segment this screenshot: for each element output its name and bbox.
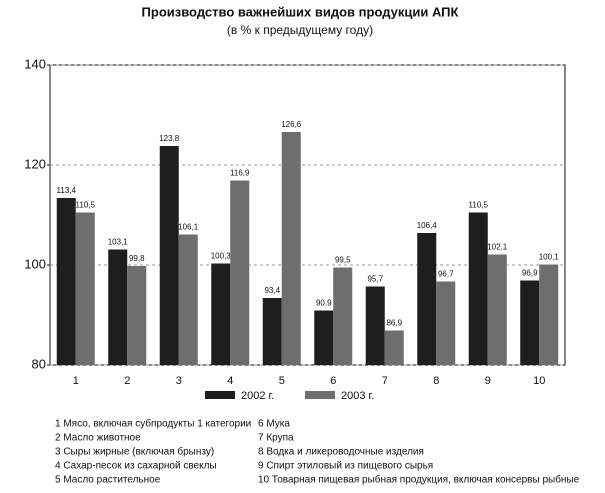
note: 10 Товарная пищевая рыбная продукция, вк… (258, 474, 580, 486)
note: 3 Сыры жирные (включая брынзу) (55, 446, 214, 458)
bar (56, 198, 76, 365)
bar (333, 267, 353, 365)
note: 7 Крупа (258, 433, 294, 444)
x-tick-label: 3 (176, 375, 182, 387)
chart-title: Производство важнейших видов продукции А… (142, 4, 459, 19)
value-label: 123,8 (159, 134, 180, 143)
bar (159, 146, 179, 365)
x-tick-label: 6 (330, 375, 336, 387)
bar (539, 264, 559, 365)
value-label: 126,6 (281, 120, 302, 129)
note: 5 Масло растительное (55, 475, 161, 486)
y-tick-label: 100 (24, 256, 46, 271)
bar (314, 310, 334, 365)
value-label: 100,1 (539, 253, 560, 262)
legend-label: 2002 г. (241, 390, 274, 402)
value-label: 86,9 (386, 319, 402, 328)
value-label: 99,8 (129, 254, 145, 263)
y-tick-label: 120 (24, 156, 46, 171)
legend-swatch (205, 391, 235, 399)
bar (365, 286, 385, 365)
bar (75, 212, 95, 365)
legend-label: 2003 г. (341, 390, 374, 402)
value-label: 96,9 (522, 269, 538, 278)
bar (262, 298, 282, 365)
value-label: 95,7 (367, 275, 383, 284)
plot-frame (49, 64, 566, 366)
value-label: 110,5 (469, 201, 489, 210)
value-label: 103,1 (108, 238, 129, 247)
bar (178, 234, 198, 365)
value-label: 90,9 (316, 299, 332, 308)
bar (281, 132, 301, 365)
value-label: 113,4 (57, 186, 77, 195)
value-label: 100,3 (211, 252, 232, 261)
bar (230, 180, 250, 365)
bar (384, 330, 404, 365)
x-tick-label: 8 (433, 375, 439, 387)
value-label: 116,9 (230, 169, 250, 178)
value-label: 99,5 (335, 256, 351, 265)
note: 9 Спирт этиловый из пищевого сырья (258, 461, 433, 472)
bar (436, 281, 456, 365)
x-tick-label: 5 (279, 375, 285, 387)
bar (108, 249, 128, 365)
value-label: 102,1 (487, 243, 508, 252)
legend-swatch (305, 391, 335, 399)
x-tick-label: 4 (227, 375, 233, 387)
x-tick-label: 1 (73, 375, 79, 387)
bar (127, 266, 147, 365)
bar (520, 280, 540, 365)
bar (468, 212, 488, 365)
bar (417, 233, 437, 365)
x-tick-label: 10 (533, 375, 545, 387)
x-tick-label: 2 (124, 375, 130, 387)
chart-subtitle: (в % к предыдущему году) (227, 23, 373, 37)
value-label: 96,7 (438, 270, 454, 279)
note: 1 Мясо, включая субпродукты 1 категории (55, 418, 251, 430)
y-tick-label: 80 (32, 356, 46, 371)
y-tick-label: 140 (24, 56, 46, 71)
bar (487, 254, 507, 365)
note: 6 Мука (258, 419, 290, 430)
note: 8 Водка и ликероводочные изделия (258, 447, 424, 458)
bar (211, 263, 231, 365)
x-tick-label: 9 (485, 375, 491, 387)
value-label: 93,4 (264, 286, 280, 295)
value-label: 110,5 (76, 201, 96, 210)
x-tick-label: 7 (382, 375, 388, 387)
note: 2 Масло животное (55, 433, 141, 444)
value-label: 106,1 (178, 223, 199, 232)
note: 4 Сахар-песок из сахарной свеклы (55, 461, 217, 472)
value-label: 106,4 (417, 221, 438, 230)
